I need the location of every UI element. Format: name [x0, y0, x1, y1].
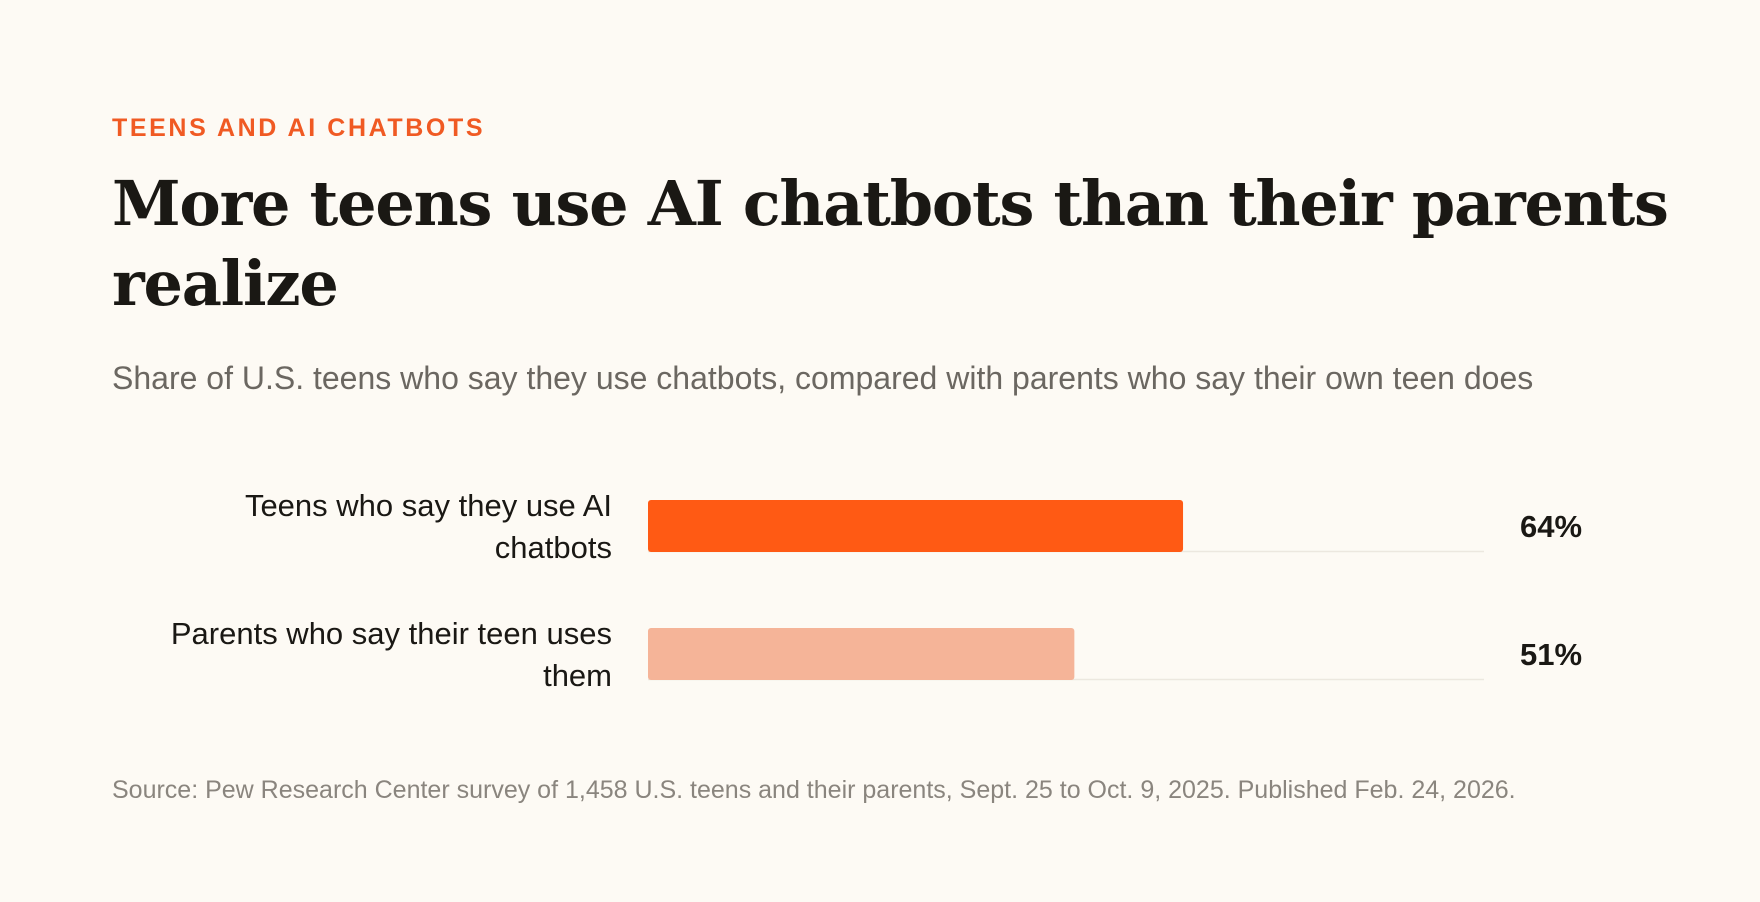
- value-label: 64%: [1520, 509, 1582, 544]
- value-label: 51%: [1520, 637, 1582, 672]
- chart-subtitle: Share of U.S. teens who say they use cha…: [112, 360, 1534, 396]
- category-label-line: chatbots: [495, 530, 612, 565]
- category-label-line: them: [543, 658, 612, 693]
- source-note: Source: Pew Research Center survey of 1,…: [112, 776, 1516, 804]
- bar-2: [648, 628, 1075, 680]
- bar-1: [648, 500, 1184, 552]
- chart-title: More teens use AI chatbots than their pa…: [112, 167, 1669, 320]
- category-label-line: Teens who say they use AI: [245, 488, 612, 523]
- category-label: Teens who say they use AI chatbots: [245, 488, 612, 565]
- chart-kicker: TEENS AND AI CHATBOTS: [112, 114, 486, 142]
- category-label-line: Parents who say their teen uses: [171, 616, 612, 651]
- category-label: Parents who say their teen uses them: [171, 616, 612, 693]
